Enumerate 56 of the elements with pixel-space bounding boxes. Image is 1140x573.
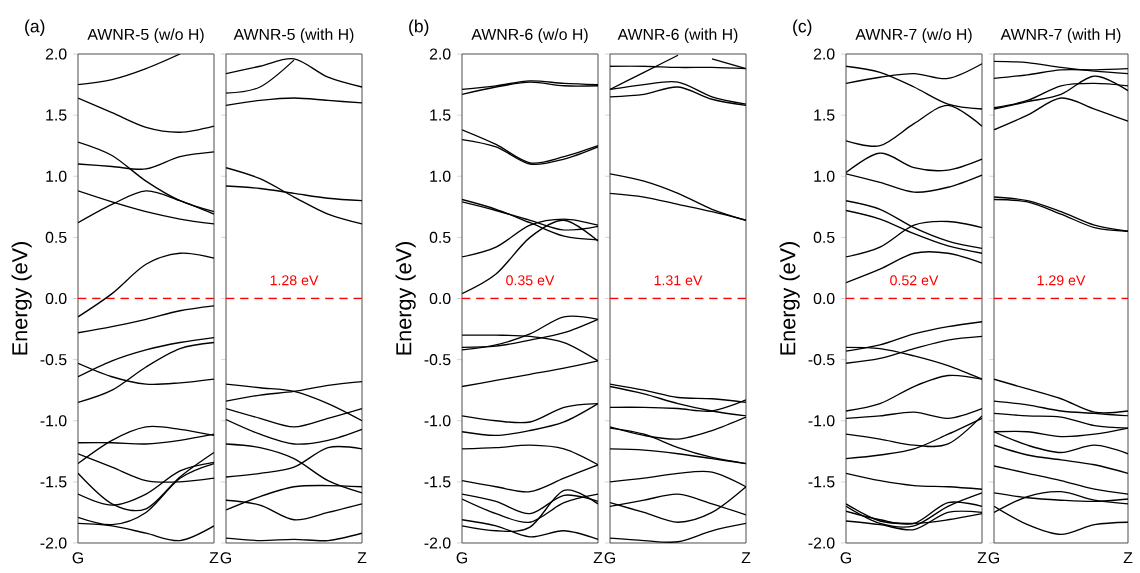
annotation: 0.52 eV xyxy=(890,275,939,286)
x-tick-label: G xyxy=(72,552,83,564)
x-tick-label: Z xyxy=(977,552,987,564)
y-tick-label: 2.0 xyxy=(45,48,67,60)
y-tick-label: 1.5 xyxy=(814,109,835,121)
annotation: 0.35 eV xyxy=(506,275,555,286)
y-tick-label: -1.0 xyxy=(40,415,67,427)
x-tick-label: Z xyxy=(209,552,219,564)
x-tick-label: G xyxy=(220,552,231,564)
text: (b) xyxy=(409,19,429,36)
chart-title: AWNR-7 (with H) xyxy=(1000,28,1121,44)
y-tick-label: -1.0 xyxy=(808,415,835,427)
y-tick-label: -0.5 xyxy=(808,354,835,366)
x-tick-label: Z xyxy=(593,552,603,564)
y-axis-title: Energy (eV) xyxy=(779,242,800,355)
chart-title: AWNR-7 (w/o H) xyxy=(855,28,972,44)
y-tick-label: -0.5 xyxy=(424,354,451,366)
y-tick-label: 0.5 xyxy=(45,231,67,243)
annotation: 1.29 eV xyxy=(1037,275,1086,286)
x-tick-label: Z xyxy=(741,552,751,564)
chart-title: AWNR-6 (with H) xyxy=(617,28,738,44)
y-tick-label: 1.0 xyxy=(46,170,67,182)
y-tick-label: 1.0 xyxy=(430,170,451,182)
y-tick-label: -2.0 xyxy=(424,537,451,549)
x-tick-label: Z xyxy=(1123,552,1133,564)
y-tick-label: 1.5 xyxy=(430,109,451,121)
y-tick-label: -1.0 xyxy=(424,415,451,427)
annotation: 1.31 eV xyxy=(654,275,703,286)
y-tick-label: -1.5 xyxy=(40,476,67,488)
y-tick-label: 2.0 xyxy=(813,48,835,60)
text: (a) xyxy=(25,19,45,36)
y-tick-label: -2.0 xyxy=(808,537,835,549)
y-tick-label: 2.0 xyxy=(429,48,451,60)
chart-title: AWNR-6 (w/o H) xyxy=(471,28,588,44)
y-axis-title: Energy (eV) xyxy=(395,242,416,355)
y-axis-title: Energy (eV) xyxy=(11,242,32,355)
y-tick-label: -2.0 xyxy=(40,537,67,549)
y-tick-label: 1.0 xyxy=(814,170,835,182)
text: (c) xyxy=(793,19,812,36)
x-tick-label: G xyxy=(604,552,615,564)
x-tick-label: G xyxy=(988,552,999,564)
y-tick-label: 0.5 xyxy=(429,231,451,243)
y-tick-label: 0.5 xyxy=(813,231,835,243)
x-tick-label: G xyxy=(840,552,851,564)
y-tick-label: 0.0 xyxy=(429,292,451,305)
annotation: 1.28 eV xyxy=(270,275,319,286)
y-tick-label: -1.5 xyxy=(808,476,835,488)
x-tick-label: G xyxy=(456,552,467,564)
chart-title: AWNR-5 (with H) xyxy=(233,28,354,44)
y-tick-label: 0.0 xyxy=(813,292,835,305)
y-tick-label: 0.0 xyxy=(45,292,67,305)
chart-title: AWNR-5 (w/o H) xyxy=(87,28,204,44)
y-tick-label: -0.5 xyxy=(40,354,67,366)
x-tick-label: Z xyxy=(357,552,367,564)
y-tick-label: -1.5 xyxy=(424,476,451,488)
y-tick-label: 1.5 xyxy=(46,109,67,121)
